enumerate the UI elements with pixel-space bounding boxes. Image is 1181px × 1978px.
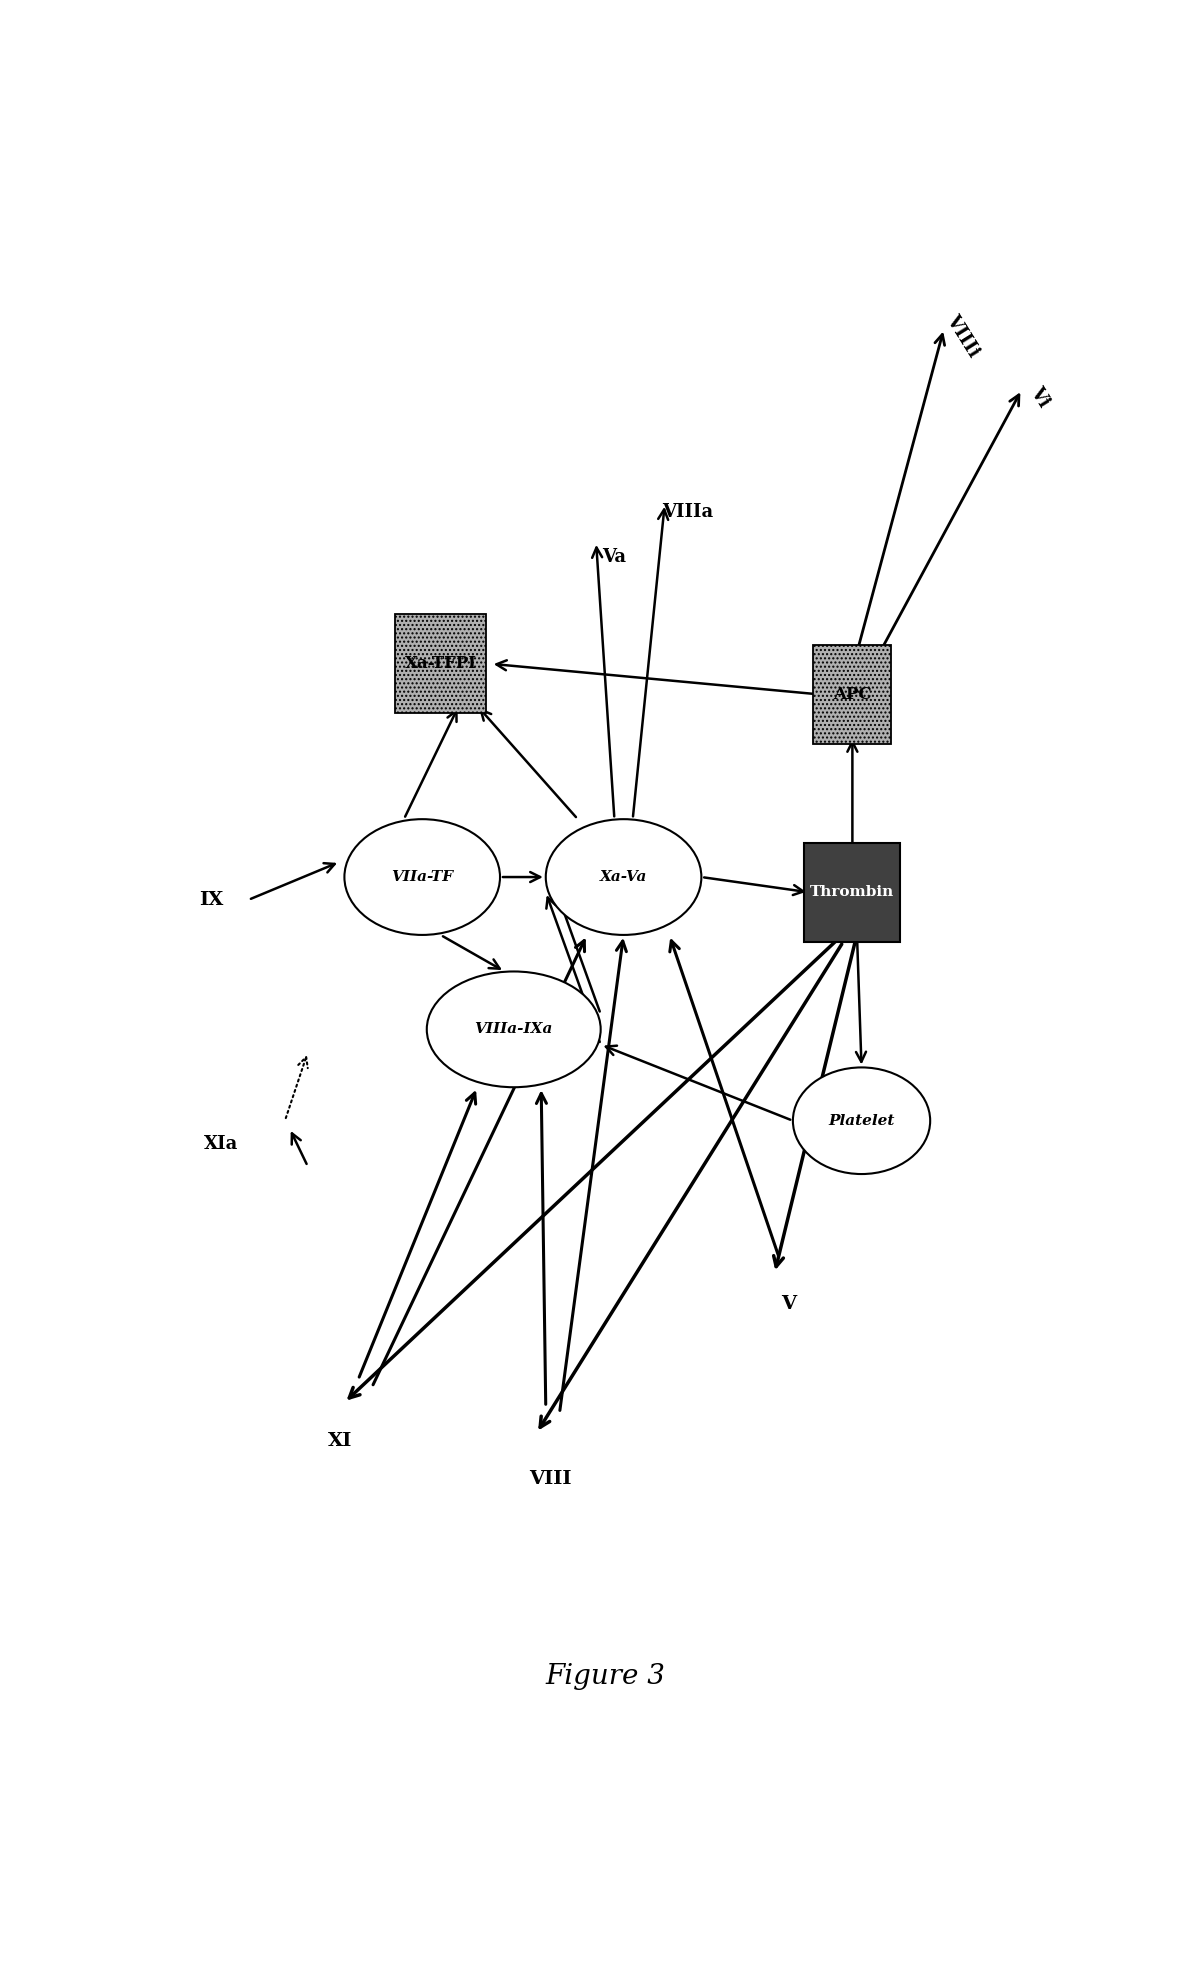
- Ellipse shape: [546, 819, 702, 936]
- Ellipse shape: [792, 1068, 931, 1175]
- Text: XI: XI: [327, 1432, 352, 1450]
- Text: VIIIi: VIIIi: [942, 313, 983, 360]
- FancyBboxPatch shape: [814, 645, 892, 744]
- Ellipse shape: [426, 971, 601, 1088]
- Text: V: V: [781, 1294, 796, 1313]
- Text: Vi: Vi: [1027, 384, 1053, 411]
- Text: VIIa-TF: VIIa-TF: [391, 870, 454, 884]
- Text: XIa: XIa: [203, 1135, 239, 1153]
- Ellipse shape: [345, 819, 500, 936]
- FancyBboxPatch shape: [394, 615, 487, 714]
- Text: Va: Va: [602, 548, 626, 566]
- Text: Thrombin: Thrombin: [810, 886, 894, 900]
- FancyBboxPatch shape: [804, 843, 900, 942]
- Text: Xa-Va: Xa-Va: [600, 870, 647, 884]
- Text: VIIIa-IXa: VIIIa-IXa: [475, 1023, 553, 1036]
- Text: Figure 3: Figure 3: [546, 1663, 665, 1689]
- Text: APC: APC: [833, 686, 872, 702]
- Text: VIII: VIII: [529, 1470, 572, 1487]
- Text: IX: IX: [200, 890, 224, 910]
- Text: Xa-TFPI: Xa-TFPI: [405, 655, 476, 673]
- Text: Platelet: Platelet: [828, 1114, 895, 1127]
- Text: VIIIa: VIIIa: [663, 502, 713, 520]
